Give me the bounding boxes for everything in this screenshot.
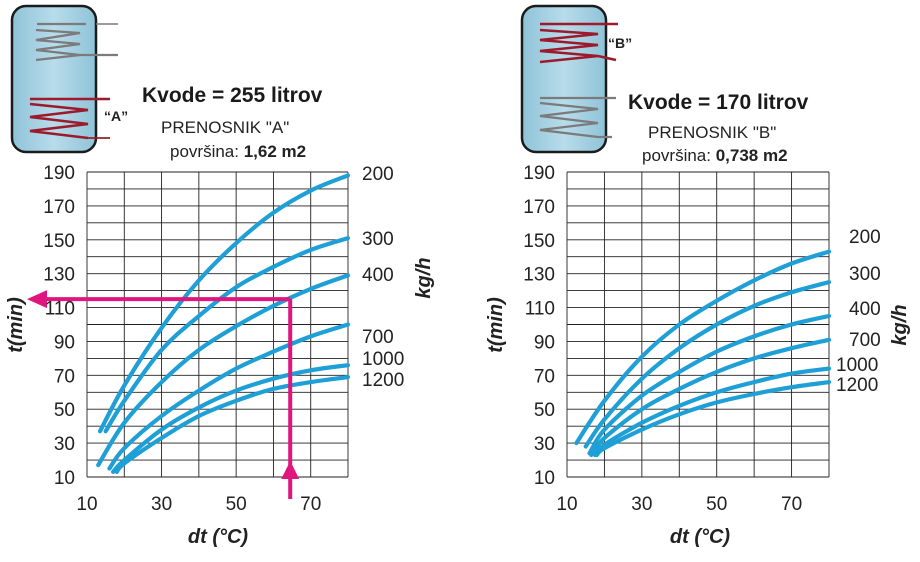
example-left-arrowhead (27, 290, 47, 309)
chart-b-series-700 (589, 337, 832, 458)
chart-b-title: Kvode = 170 litrov (628, 91, 809, 114)
chart-a-x-tick-label: 50 (226, 494, 247, 515)
panel-b: “B” Kvode = 170 litrov PRENOSNIK "B" pov… (485, 4, 911, 548)
chart-b-x-tick-label: 10 (556, 494, 577, 515)
tank-a-label: “A” (104, 108, 128, 124)
panel-a: “A” Kvode = 255 litrov PRENOSNIK "A" pov… (5, 4, 435, 548)
example-up-arrowhead (281, 461, 300, 479)
chart-b-surface-label: površina: (642, 146, 711, 165)
chart-a-y-tick-label: 10 (54, 468, 75, 489)
chart-b-series-1000 (593, 366, 832, 458)
tank-a-illustration: “A” (10, 4, 128, 154)
chart-a-series-1200 (114, 374, 351, 474)
tank-a-upper-coil (35, 22, 118, 62)
chart-b-flow-label-300: 300 (849, 264, 881, 285)
chart-b-x-tick-label: 30 (631, 494, 652, 515)
chart-b-flow-unit: kg/h (889, 304, 911, 345)
chart-a-flow-label-200: 200 (362, 164, 394, 185)
tank-a-body (10, 4, 98, 154)
chart-a-y-tick-label: 50 (54, 400, 75, 421)
chart-b-y-tick-label: 130 (523, 265, 555, 286)
chart-b-y-tick-label: 90 (534, 332, 555, 353)
chart-a-flow-label-300: 300 (362, 229, 394, 250)
chart-a-flow-label-1200: 1200 (362, 370, 404, 391)
chart-b-series-1200 (594, 380, 832, 458)
chart-a-grid (86, 171, 349, 478)
chart-a-y-tick-label: 190 (43, 163, 75, 184)
chart-a-x-tick-label: 10 (76, 494, 97, 515)
chart-a-subtitle: PRENOSNIK "A" (161, 118, 289, 137)
chart-b-series-200 (574, 249, 832, 446)
chart-b-y-tick-label: 190 (523, 163, 555, 184)
chart-a-example-arrows (27, 290, 300, 499)
chart-b-flow-label-200: 200 (849, 227, 881, 248)
chart-b-flow-label-400: 400 (849, 299, 881, 320)
chart-a-x-tick-label: 70 (300, 494, 321, 515)
tank-b-body (520, 4, 608, 154)
chart-a-series (96, 173, 351, 474)
chart-a-flow-label-1000: 1000 (362, 349, 404, 370)
chart-a-surface: površina: 1,62 m2 (170, 142, 306, 161)
chart-b-y-tick-label: 170 (523, 197, 555, 218)
chart-a-ylabel: t(min) (5, 297, 27, 353)
chart-b-surface: površina: 0,738 m2 (642, 146, 788, 165)
chart-b-y-tick-label: 30 (534, 434, 555, 455)
chart-a-y-tick-label: 90 (54, 332, 75, 353)
chart-b-y-tick-label: 70 (534, 366, 555, 387)
chart-b-y-tick-label: 110 (525, 299, 555, 320)
chart-a-y-tick-label: 130 (43, 265, 75, 286)
tank-b-lower-coil (539, 96, 616, 139)
chart-b-series-400 (587, 313, 832, 456)
chart-b-xlabel: dt (°C) (670, 526, 731, 548)
chart-a-flow-label-700: 700 (362, 327, 394, 348)
chart-a-title: Kvode = 255 litrov (142, 84, 323, 107)
chart-a-series-200 (97, 173, 351, 434)
chart-b-series-300 (583, 280, 832, 449)
chart-a-y-tick-label: 150 (43, 231, 75, 252)
chart-b-y-ticks: 10 30 50 70 90 110 130 150 170 190 (523, 163, 555, 489)
chart-b-x-tick-label: 70 (781, 494, 802, 515)
chart-a-x-tick-label: 30 (151, 494, 172, 515)
chart-a-series-400 (96, 273, 351, 468)
tank-b-upper-coil (539, 22, 618, 64)
chart-a-y-ticks: 10 30 50 70 90 110 130 150 170 190 (43, 163, 75, 489)
chart-b-ylabel: t(min) (485, 297, 507, 353)
chart-a-series-700 (107, 322, 351, 471)
chart-a-flow-label-400: 400 (362, 265, 394, 286)
chart-b-surface-value: 0,738 m2 (716, 146, 788, 165)
chart-a-xlabel: dt (°C) (188, 526, 249, 548)
chart-a-y-tick-label: 170 (43, 197, 75, 218)
chart-b-x-tick-label: 50 (706, 494, 727, 515)
chart-a-y-tick-label: 30 (54, 434, 75, 455)
chart-b-y-tick-label: 50 (534, 400, 555, 421)
tank-b-label: “B” (608, 35, 632, 51)
chart-b-series (574, 249, 832, 458)
chart-a-flow-unit: kg/h (413, 257, 435, 298)
chart-a-y-tick-label: 110 (45, 299, 75, 320)
chart-b-y-tick-label: 10 (534, 468, 555, 489)
tank-b-illustration: “B” (520, 4, 632, 154)
chart-a-series-1000 (111, 363, 351, 474)
tank-a-lower-coil (29, 97, 110, 140)
chart-b-flow-label-1000: 1000 (836, 355, 878, 376)
chart-b-subtitle: PRENOSNIK "B" (648, 123, 776, 142)
chart-a-y-tick-label: 70 (54, 366, 75, 387)
chart-b-x-ticks: 10 30 50 70 (556, 494, 802, 515)
chart-b-y-tick-label: 150 (523, 231, 555, 252)
chart-a-surface-value: 1,62 m2 (244, 142, 306, 161)
chart-a-x-ticks: 10 30 50 70 (76, 494, 321, 515)
chart-b-flow-label-700: 700 (849, 330, 881, 351)
chart-b-flow-label-1200: 1200 (836, 375, 878, 396)
chart-a-surface-label: površina: (170, 142, 239, 161)
